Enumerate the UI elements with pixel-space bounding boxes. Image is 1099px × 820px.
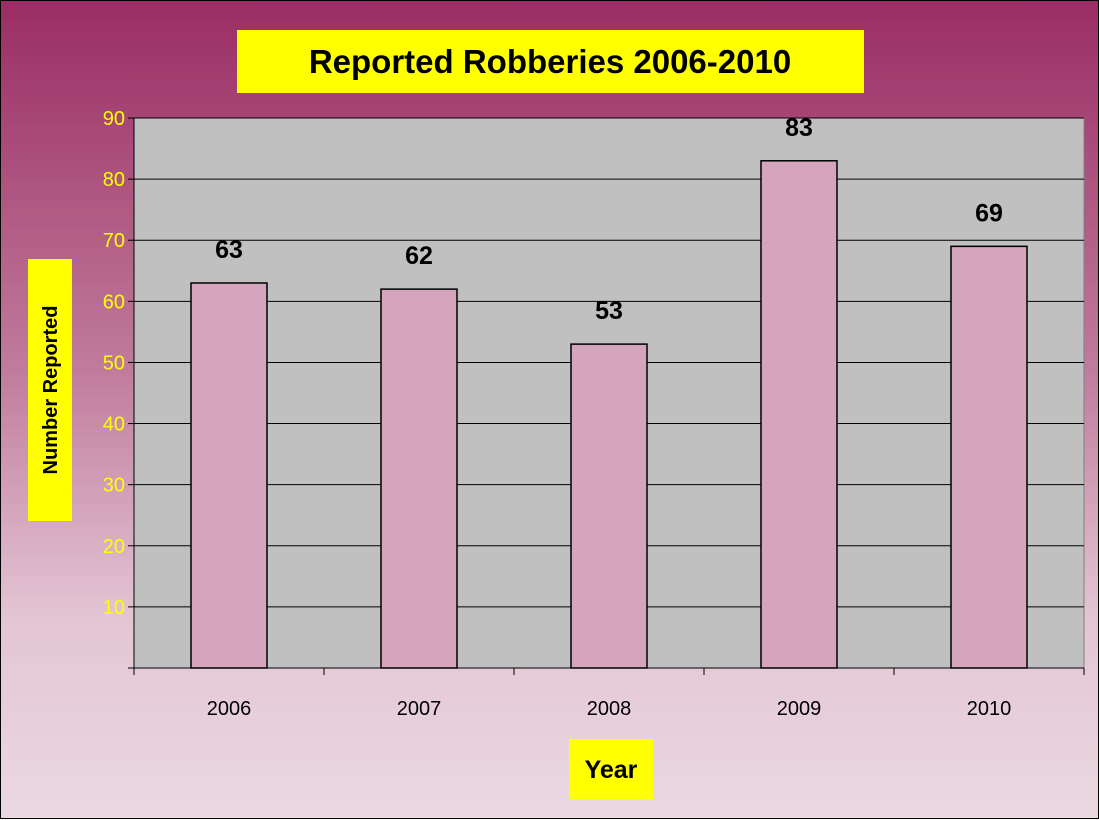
data-label-2007: 62 bbox=[405, 242, 433, 270]
x-axis: 2006 2007 2008 2009 2010 bbox=[128, 118, 1085, 720]
y-tick-label: 30 bbox=[103, 475, 125, 497]
x-tick-label-2010: 2010 bbox=[967, 698, 1012, 720]
bar-2010 bbox=[950, 245, 1028, 669]
chart-title-background bbox=[237, 30, 864, 93]
y-tick-label: 60 bbox=[103, 291, 125, 313]
y-axis-title-text: Number Reported bbox=[40, 306, 62, 475]
bar-2006 bbox=[190, 282, 268, 669]
y-tick-label: 50 bbox=[103, 352, 125, 374]
bars bbox=[190, 160, 1028, 669]
y-tick-label: 70 bbox=[103, 230, 125, 252]
x-tick-label-2007: 2007 bbox=[397, 698, 442, 720]
data-labels: 63 62 53 83 69 bbox=[215, 114, 1003, 325]
x-tick-label-2006: 2006 bbox=[207, 698, 252, 720]
y-tick-label: 20 bbox=[103, 536, 125, 558]
bar-2007 bbox=[380, 288, 458, 669]
y-axis-title-background bbox=[28, 259, 72, 521]
y-tick-label: 10 bbox=[103, 597, 125, 619]
bar-2008 bbox=[570, 343, 648, 669]
chart-title-text: Reported Robberies 2006-2010 bbox=[309, 43, 791, 80]
y-tick-label: 40 bbox=[103, 414, 125, 436]
y-tick-label: 80 bbox=[103, 169, 125, 191]
data-label-2009: 83 bbox=[785, 114, 813, 142]
data-label-2010: 69 bbox=[975, 199, 1003, 227]
y-axis-title: Number Reported bbox=[28, 259, 72, 521]
bar-2009 bbox=[760, 160, 838, 669]
y-axis-ticks: 10 20 30 40 50 60 70 80 90 bbox=[103, 108, 134, 619]
x-axis-title-text: Year bbox=[585, 756, 638, 784]
x-axis-title: Year bbox=[569, 739, 653, 799]
chart-title: Reported Robberies 2006-2010 bbox=[237, 30, 864, 93]
y-tick-label: 90 bbox=[103, 108, 125, 130]
x-tick-label-2009: 2009 bbox=[777, 698, 822, 720]
x-tick-label-2008: 2008 bbox=[587, 698, 632, 720]
x-axis-title-background bbox=[569, 739, 653, 799]
data-label-2008: 53 bbox=[595, 297, 623, 325]
data-label-2006: 63 bbox=[215, 236, 243, 264]
